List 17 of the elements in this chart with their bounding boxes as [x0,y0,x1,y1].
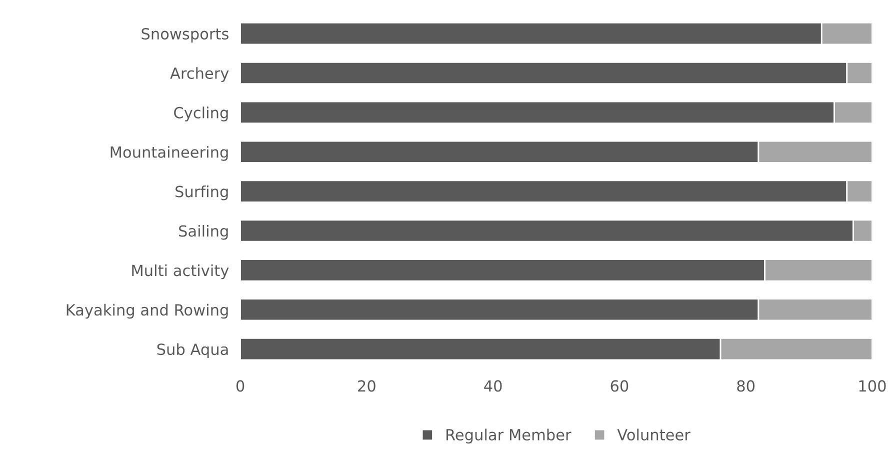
legend-label: Volunteer [617,428,690,441]
legend-label: Regular Member [446,428,572,444]
y-tick-label: Multi activity [132,264,229,280]
y-tick-label: Sailing [179,224,228,240]
y-tick-label: Snowsports [142,28,228,43]
y-tick-label: Sub Aqua [157,343,228,358]
x-tick-label: 80 [737,380,755,392]
x-tick-label: 40 [484,380,502,392]
y-tick-label: Kayaking and Rowing [66,304,228,319]
y-tick-label: Surfing [176,186,228,200]
x-tick-label: 60 [610,380,628,392]
y-tick-label: Mountaineering [110,146,228,161]
x-tick-label: 20 [358,380,376,392]
x-tick-label: 0 [236,380,244,392]
x-tick-label: 100 [859,380,886,392]
y-tick-label: Cycling [174,106,228,122]
y-tick-label: Archery [170,67,229,82]
